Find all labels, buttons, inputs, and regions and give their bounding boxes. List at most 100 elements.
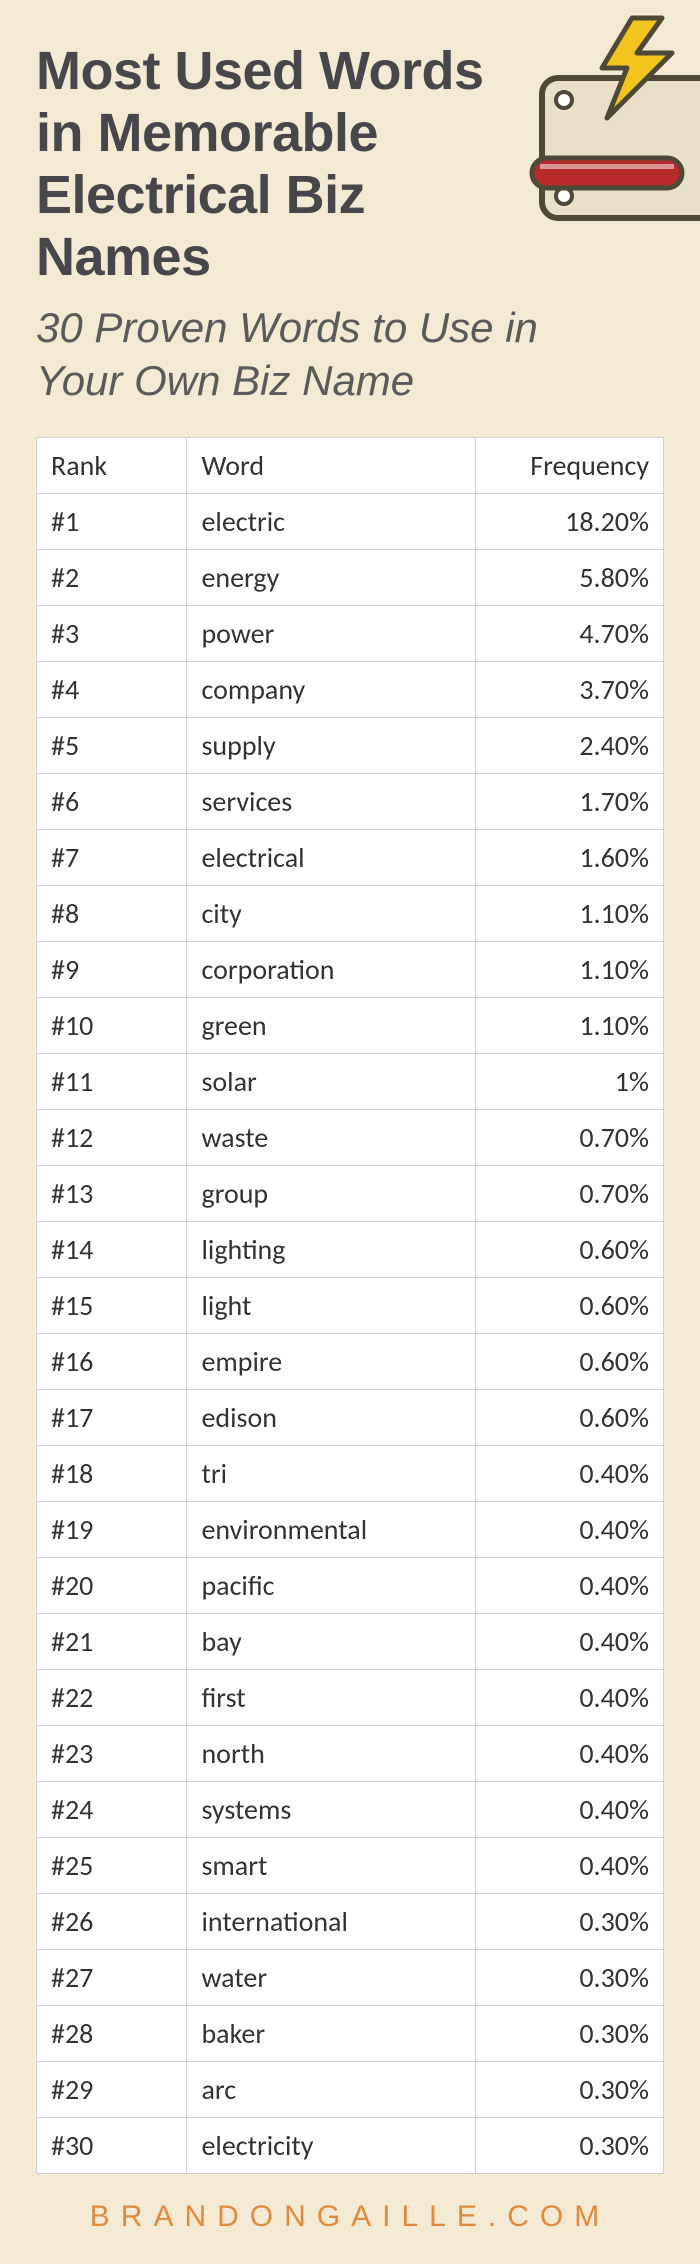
cell-rank: #5 [37, 718, 187, 774]
cell-frequency: 0.30% [475, 1950, 663, 2006]
cell-frequency: 0.30% [475, 2006, 663, 2062]
cell-frequency: 1.60% [475, 830, 663, 886]
col-rank: Rank [37, 438, 187, 494]
cell-frequency: 1.70% [475, 774, 663, 830]
cell-word: tri [187, 1446, 475, 1502]
cell-rank: #23 [37, 1726, 187, 1782]
table-row: #18tri0.40% [37, 1446, 664, 1502]
cell-word: bay [187, 1614, 475, 1670]
cell-word: systems [187, 1782, 475, 1838]
cell-frequency: 0.60% [475, 1222, 663, 1278]
page-subtitle: 30 Proven Words to Use in Your Own Biz N… [36, 302, 596, 407]
cell-word: light [187, 1278, 475, 1334]
cell-word: water [187, 1950, 475, 2006]
table-row: #6services1.70% [37, 774, 664, 830]
page-title: Most Used Words in Memorable Electrical … [36, 40, 516, 288]
cell-frequency: 0.40% [475, 1446, 663, 1502]
cell-frequency: 0.30% [475, 1894, 663, 1950]
cell-frequency: 0.60% [475, 1278, 663, 1334]
cell-word: corporation [187, 942, 475, 998]
table-row: #1electric18.20% [37, 494, 664, 550]
cell-rank: #12 [37, 1110, 187, 1166]
cell-frequency: 1.10% [475, 942, 663, 998]
cell-frequency: 0.70% [475, 1110, 663, 1166]
table-row: #7electrical1.60% [37, 830, 664, 886]
table-row: #15light0.60% [37, 1278, 664, 1334]
cell-word: company [187, 662, 475, 718]
table-row: #25smart0.40% [37, 1838, 664, 1894]
cell-frequency: 0.40% [475, 1670, 663, 1726]
cell-rank: #7 [37, 830, 187, 886]
cell-frequency: 0.40% [475, 1838, 663, 1894]
footer-credit: BRANDONGAILLE.COM [36, 2200, 664, 2234]
cell-rank: #22 [37, 1670, 187, 1726]
cell-rank: #10 [37, 998, 187, 1054]
cell-frequency: 1% [475, 1054, 663, 1110]
cell-rank: #9 [37, 942, 187, 998]
cell-word: baker [187, 2006, 475, 2062]
cell-word: international [187, 1894, 475, 1950]
cell-frequency: 0.60% [475, 1334, 663, 1390]
cell-rank: #17 [37, 1390, 187, 1446]
table-row: #26international0.30% [37, 1894, 664, 1950]
cell-frequency: 1.10% [475, 998, 663, 1054]
cell-frequency: 0.30% [475, 2062, 663, 2118]
cell-frequency: 0.40% [475, 1502, 663, 1558]
table-row: #19environmental0.40% [37, 1502, 664, 1558]
cell-rank: #11 [37, 1054, 187, 1110]
cell-word: electricity [187, 2118, 475, 2174]
cell-word: electric [187, 494, 475, 550]
cell-rank: #20 [37, 1558, 187, 1614]
cell-frequency: 4.70% [475, 606, 663, 662]
table-row: #8city1.10% [37, 886, 664, 942]
cell-word: empire [187, 1334, 475, 1390]
cell-frequency: 0.40% [475, 1782, 663, 1838]
cell-word: north [187, 1726, 475, 1782]
cell-word: energy [187, 550, 475, 606]
table-row: #11solar1% [37, 1054, 664, 1110]
cell-rank: #14 [37, 1222, 187, 1278]
table-row: #14lighting0.60% [37, 1222, 664, 1278]
cell-frequency: 0.30% [475, 2118, 663, 2174]
cell-word: group [187, 1166, 475, 1222]
table-row: #30electricity0.30% [37, 2118, 664, 2174]
table-row: #28baker0.30% [37, 2006, 664, 2062]
cell-rank: #15 [37, 1278, 187, 1334]
cell-frequency: 5.80% [475, 550, 663, 606]
cell-rank: #30 [37, 2118, 187, 2174]
table-row: #17edison0.60% [37, 1390, 664, 1446]
cell-word: supply [187, 718, 475, 774]
table-row: #21bay0.40% [37, 1614, 664, 1670]
table-row: #2energy5.80% [37, 550, 664, 606]
cell-word: power [187, 606, 475, 662]
cell-word: environmental [187, 1502, 475, 1558]
cell-word: lighting [187, 1222, 475, 1278]
table-row: #3power4.70% [37, 606, 664, 662]
table-body: #1electric18.20%#2energy5.80%#3power4.70… [37, 494, 664, 2174]
cell-word: electrical [187, 830, 475, 886]
table-row: #29arc0.30% [37, 2062, 664, 2118]
cell-rank: #4 [37, 662, 187, 718]
cell-word: smart [187, 1838, 475, 1894]
cell-rank: #16 [37, 1334, 187, 1390]
table-row: #20pacific0.40% [37, 1558, 664, 1614]
cell-frequency: 0.40% [475, 1726, 663, 1782]
cell-word: arc [187, 2062, 475, 2118]
cell-rank: #8 [37, 886, 187, 942]
table-row: #10green1.10% [37, 998, 664, 1054]
cell-word: services [187, 774, 475, 830]
cell-rank: #2 [37, 550, 187, 606]
cell-frequency: 0.60% [475, 1390, 663, 1446]
cell-word: waste [187, 1110, 475, 1166]
table-header-row: Rank Word Frequency [37, 438, 664, 494]
cell-rank: #3 [37, 606, 187, 662]
table-row: #12waste0.70% [37, 1110, 664, 1166]
infographic-page: Most Used Words in Memorable Electrical … [0, 0, 700, 2264]
table-row: #9corporation1.10% [37, 942, 664, 998]
cell-frequency: 0.40% [475, 1614, 663, 1670]
cell-word: solar [187, 1054, 475, 1110]
table-row: #27water0.30% [37, 1950, 664, 2006]
cell-rank: #24 [37, 1782, 187, 1838]
table-row: #16empire0.60% [37, 1334, 664, 1390]
cell-rank: #27 [37, 1950, 187, 2006]
